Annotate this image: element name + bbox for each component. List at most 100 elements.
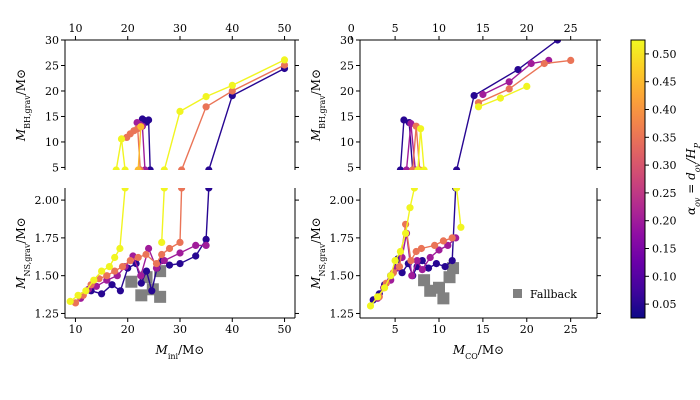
plot-area [112, 56, 289, 170]
x-tick-label: 20 [121, 22, 135, 35]
x-tick-label: 25 [564, 323, 578, 336]
data-point [228, 87, 236, 95]
x-tick-label: 20 [520, 22, 534, 35]
x-tick-label: 5 [392, 22, 399, 35]
y-tick-label: 1.75 [35, 232, 60, 245]
data-point [202, 241, 210, 249]
y-tick-label: 20 [340, 85, 354, 98]
data-point [474, 103, 483, 111]
legend-swatch [513, 289, 522, 298]
data-point [407, 257, 415, 265]
fallback-marker [125, 275, 138, 288]
data-point [176, 249, 184, 257]
y-axis-label-unit: /M⊙ [309, 217, 323, 243]
data-point [176, 260, 184, 268]
colorbar-label-main: /H [684, 148, 698, 164]
data-point [366, 302, 375, 310]
data-point [66, 297, 74, 305]
data-point [178, 166, 186, 170]
series-line [482, 59, 549, 96]
fallback-marker [433, 281, 445, 294]
data-point [470, 92, 478, 100]
y-tick-label: 20 [45, 85, 59, 98]
data-point [202, 235, 210, 243]
data-point [527, 59, 535, 68]
y-tick-label: 15 [45, 110, 59, 123]
y-tick-label: 2.00 [330, 194, 355, 207]
y-axis-label: MNS,grav/M⊙ [14, 217, 32, 290]
panel-co_bh: 0 5 10 15 20 25 5 10 15 20 25 30 MBH,grav/M⊙ [309, 22, 601, 174]
colorbar-label-sub: ov [693, 197, 700, 207]
plot-area [366, 188, 465, 310]
colorbar-tick-label: 0.25 [652, 187, 677, 200]
fallback-group [418, 262, 460, 305]
colorbar-label-sub: ov [693, 162, 700, 172]
colorbar-tick-label: 0.35 [652, 131, 677, 144]
colorbar-tick-label: 0.20 [652, 215, 677, 228]
colorbar-tick-label: 0.30 [652, 159, 677, 172]
data-point [142, 267, 151, 275]
data-point [402, 166, 411, 170]
legend-label: Fallback [530, 288, 577, 301]
data-point [457, 223, 465, 231]
data-point [505, 78, 513, 86]
data-point [280, 61, 289, 69]
colorbar-tick-label: 0.40 [652, 104, 677, 117]
series-line [163, 59, 285, 170]
series-line [478, 59, 571, 104]
data-point [381, 284, 389, 292]
data-point [395, 263, 404, 271]
data-point [192, 252, 200, 260]
data-point [514, 66, 522, 74]
x-tick-label: 25 [564, 22, 578, 35]
data-point [90, 276, 98, 284]
x-tick-label: 20 [121, 323, 135, 336]
x-axis-label-main: M [452, 343, 466, 357]
data-point [435, 246, 443, 254]
data-point [160, 166, 168, 170]
colorbar-label: αov = dov/HP [684, 142, 700, 215]
y-tick-label: 1.75 [330, 232, 355, 245]
panel-ini_bh: 10 20 30 40 50 5 10 15 20 25 30 MBH,grav/M⊙ [14, 22, 299, 174]
data-point [426, 253, 434, 262]
data-point [105, 263, 113, 271]
data-point [148, 287, 156, 295]
data-point [152, 260, 161, 268]
y-axis-label: MNS,grav/M⊙ [309, 217, 327, 290]
data-point [176, 238, 184, 246]
plot-area [66, 188, 213, 307]
data-point [121, 188, 129, 192]
x-axis-label-main: M [155, 343, 169, 357]
x-tick-label: 40 [225, 323, 239, 336]
data-point [387, 272, 395, 280]
y-axis-label-main: M [309, 128, 323, 142]
data-point [202, 93, 210, 101]
data-point [448, 257, 456, 265]
panel-co_ns: 5 10 15 20 251.251.501.752.00MNS,grav/M⊙MCO/… [309, 188, 601, 361]
data-point [420, 166, 428, 170]
x-tick-label: 10 [432, 22, 446, 35]
data-point [165, 244, 174, 253]
colorbar-tick-label: 0.50 [652, 48, 677, 61]
y-axis-label-unit: /M⊙ [309, 69, 323, 95]
data-point [418, 257, 426, 265]
x-tick-label: 50 [278, 22, 292, 35]
colorbar-gradient [630, 39, 646, 319]
colorbar-tick-label: 0.05 [652, 298, 677, 311]
x-tick-label: 10 [68, 323, 82, 336]
x-axis-label-sub: ini [168, 352, 179, 361]
x-axis-label-unit: /M⊙ [478, 343, 504, 357]
data-point [145, 116, 153, 124]
data-point [280, 56, 289, 64]
data-point [111, 253, 119, 262]
series-line [161, 188, 165, 243]
data-point [523, 82, 531, 90]
colorbar: 0.05 0.10 0.15 0.20 0.25 0.30 0.35 0.40 0.45 0.50… [630, 39, 700, 319]
data-point [134, 253, 142, 262]
data-point [74, 291, 82, 299]
data-point [205, 166, 213, 170]
series-line [115, 138, 126, 170]
data-point [158, 250, 166, 259]
colorbar-tick-label: 0.15 [652, 243, 677, 256]
data-point [103, 272, 111, 280]
